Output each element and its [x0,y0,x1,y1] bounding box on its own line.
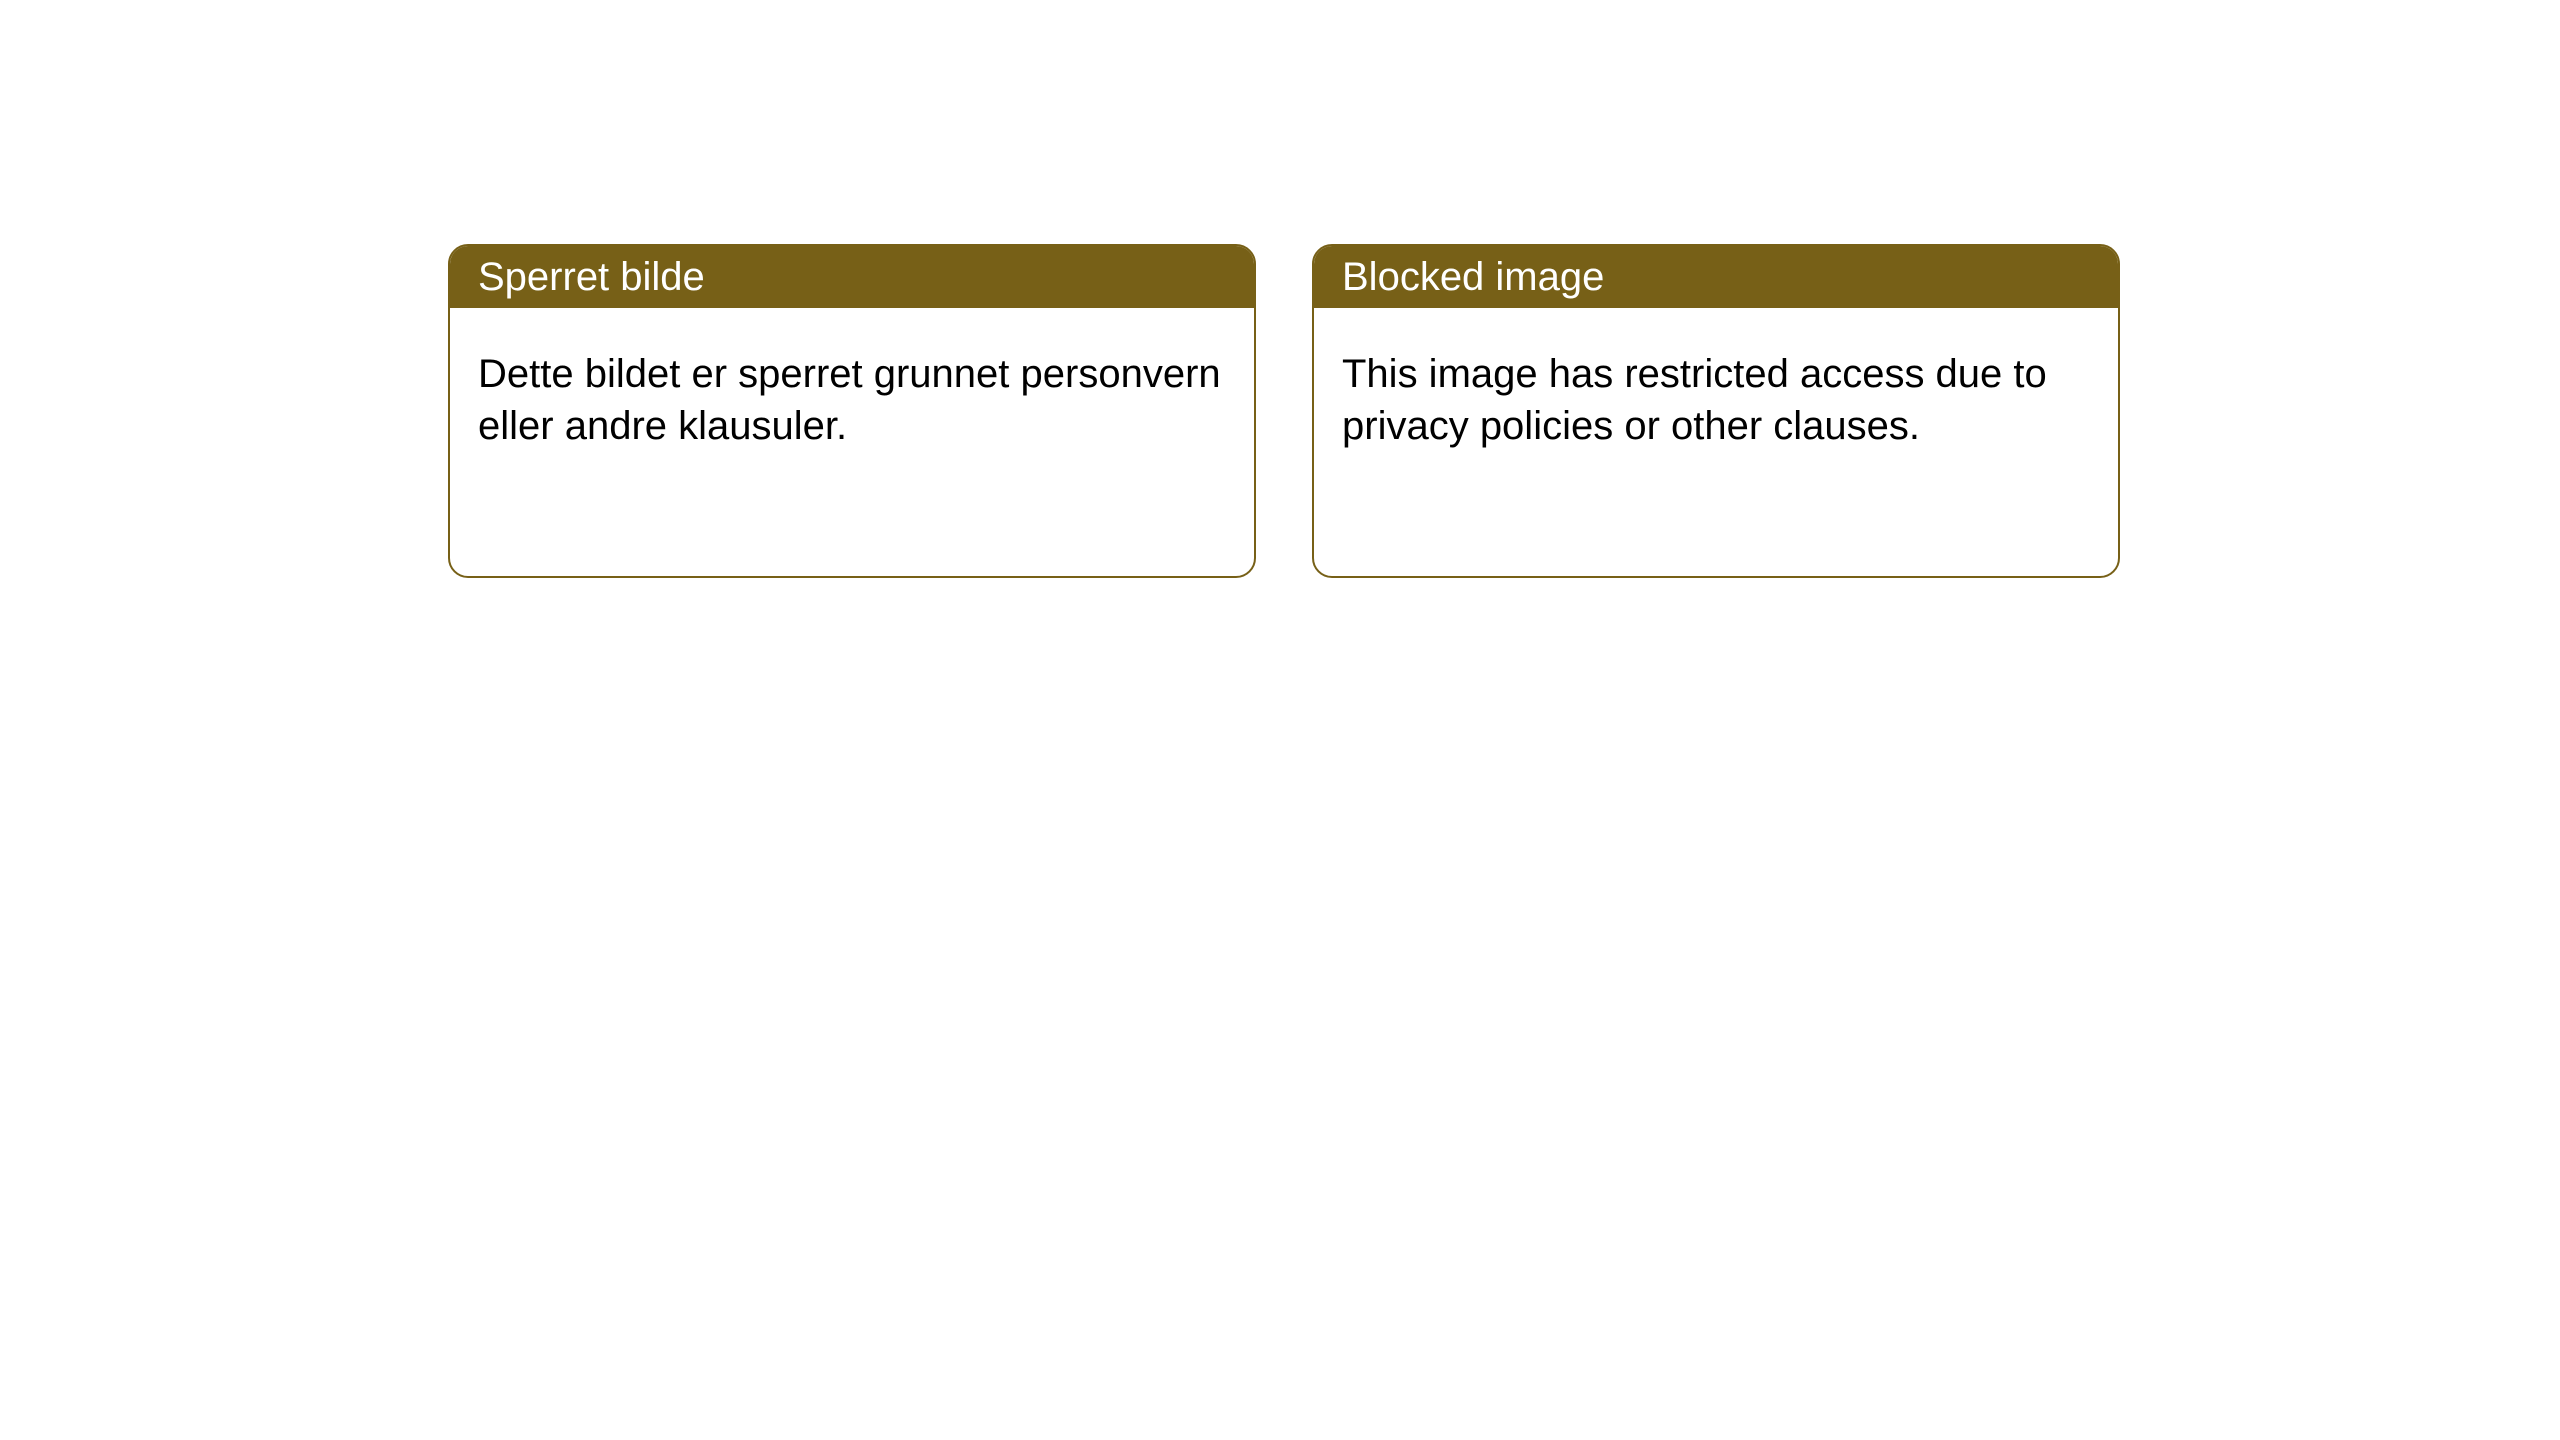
notice-container: Sperret bilde Dette bildet er sperret gr… [0,0,2560,578]
notice-header-norwegian: Sperret bilde [450,246,1254,308]
notice-card-english: Blocked image This image has restricted … [1312,244,2120,578]
notice-card-norwegian: Sperret bilde Dette bildet er sperret gr… [448,244,1256,578]
notice-body-norwegian: Dette bildet er sperret grunnet personve… [450,308,1254,492]
notice-body-english: This image has restricted access due to … [1314,308,2118,492]
notice-header-english: Blocked image [1314,246,2118,308]
